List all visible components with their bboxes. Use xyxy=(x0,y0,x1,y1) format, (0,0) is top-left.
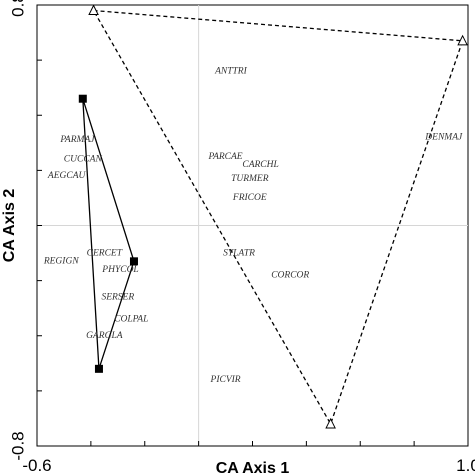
species-label-serser: SERSER xyxy=(101,292,134,302)
square-marker xyxy=(94,364,103,373)
axis-ticks xyxy=(36,4,469,447)
species-label-gargla: GARGLA xyxy=(86,331,123,341)
y-tick-label: -0.8 xyxy=(8,431,27,460)
y-tick-label: 0.8 xyxy=(8,0,27,17)
species-label-sylatr: SYLATR xyxy=(223,248,255,258)
species-label-cuccan: CUCCAN xyxy=(64,155,103,165)
species-label-anttri: ANTTRI xyxy=(214,66,248,76)
species-label-corcor: CORCOR xyxy=(271,270,309,280)
tick-labels: -0.6 1.0 0.8 -0.8 xyxy=(8,0,475,475)
species-label-denmaj: DENMAJ xyxy=(424,132,463,142)
species-label-colpal: COLPAL xyxy=(114,314,148,324)
species-label-carchl: CARCHL xyxy=(242,160,278,170)
triangle-marker xyxy=(457,34,468,46)
triangle-marker xyxy=(325,417,336,429)
y-axis-title: CA Axis 2 xyxy=(1,189,18,263)
species-label-aegcau: AEGCAU xyxy=(47,171,87,181)
species-label-parmaj: PARMAJ xyxy=(59,135,95,145)
species-label-phycol: PHYCOL xyxy=(101,265,138,275)
species-label-parcae: PARCAE xyxy=(207,152,242,162)
reference-lines xyxy=(37,5,468,446)
square-marker xyxy=(129,257,138,266)
species-label-regign: REGIGN xyxy=(43,257,79,267)
series-polygon-2 xyxy=(92,9,464,426)
species-label-turmer: TURMER xyxy=(231,174,269,184)
square-marker xyxy=(78,94,87,103)
species-label-cercet: CERCET xyxy=(87,248,123,258)
triangle-marker xyxy=(88,4,99,16)
hull-markers xyxy=(78,4,468,429)
x-axis-title: CA Axis 1 xyxy=(216,460,290,476)
x-tick-label: -0.6 xyxy=(22,456,51,475)
hull-series xyxy=(82,9,464,426)
species-label-picvir: PICVIR xyxy=(210,375,241,385)
species-label-fricoe: FRICOE xyxy=(232,193,267,203)
x-tick-label: 1.0 xyxy=(456,456,475,475)
series-polygon-1 xyxy=(82,98,135,370)
